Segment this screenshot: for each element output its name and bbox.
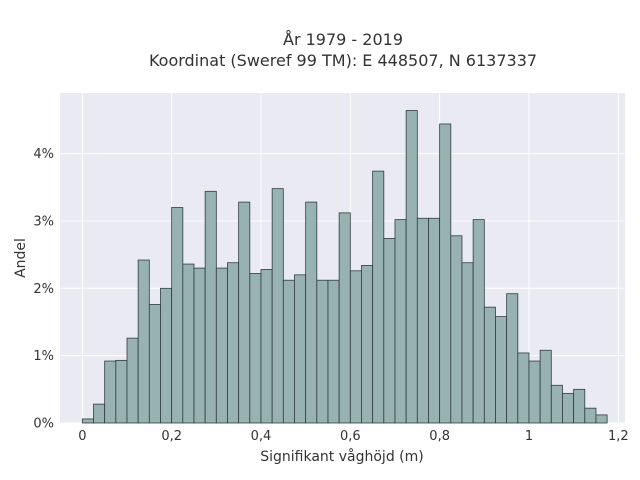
x-axis-label: Signifikant våghöjd (m) (260, 448, 423, 465)
tick-labels: 0 0,2 0,4 0,6 0,8 1 1,2 0% 1% 2% 3% 4% (33, 147, 628, 444)
x-tick-label: 0,4 (251, 429, 272, 444)
histogram-bar (428, 217, 441, 424)
x-tick-label: 0,8 (429, 429, 450, 444)
histogram-bar (584, 407, 597, 424)
y-tick-label: 0% (33, 417, 54, 432)
histogram-bar (171, 207, 184, 424)
y-tick-label: 4% (33, 147, 54, 162)
histogram-bar (472, 219, 485, 424)
x-tick-label: 0,6 (340, 429, 361, 444)
histogram-bar (361, 265, 374, 424)
histogram-bar (115, 359, 128, 424)
histogram-bar (204, 190, 217, 424)
histogram-bar (394, 219, 407, 424)
chart-title-line-1: År 1979 - 2019 (283, 30, 403, 49)
histogram-bar (160, 287, 173, 424)
chart-title-line-2: Koordinat (Sweref 99 TM): E 448507, N 61… (149, 51, 537, 70)
histogram-bar (439, 123, 452, 424)
histogram-bar (193, 267, 206, 424)
x-tick-label: 1 (525, 429, 533, 444)
histogram-bar (238, 201, 251, 424)
x-tick-label: 0 (78, 429, 86, 444)
histogram-bar (249, 273, 262, 424)
histogram-bar (104, 360, 117, 424)
histogram-bar (461, 262, 474, 424)
histogram-bar (349, 270, 362, 424)
histogram-bar (260, 269, 273, 424)
histogram-bar (506, 293, 519, 424)
histogram-bar (562, 392, 575, 424)
histogram-bar (294, 274, 307, 424)
histogram-bar (227, 262, 240, 424)
histogram-bar (528, 360, 541, 424)
histogram-bar (81, 418, 94, 424)
histogram-bar (416, 217, 429, 424)
histogram-bar (215, 267, 228, 424)
y-tick-label: 2% (33, 282, 54, 297)
histogram-bar (338, 212, 351, 424)
x-tick-label: 0,2 (161, 429, 182, 444)
histogram-bar (495, 316, 508, 424)
histogram-bar (126, 337, 139, 424)
histogram-bar (517, 352, 530, 424)
y-axis-label: Andel (13, 238, 29, 278)
histogram-bar (483, 306, 496, 424)
histogram-bar (148, 304, 161, 424)
histogram-bar (93, 403, 106, 424)
histogram-bar (137, 259, 150, 424)
histogram-bar (182, 263, 195, 424)
histogram-bar (450, 235, 463, 424)
histogram-bars (81, 110, 608, 424)
histogram-bar (405, 110, 418, 424)
histogram-bar (271, 188, 284, 424)
histogram-bar (550, 384, 563, 424)
histogram-bar (595, 414, 608, 424)
histogram-bar (282, 279, 295, 424)
histogram-bar (327, 279, 340, 424)
histogram-bar (316, 279, 329, 424)
y-tick-label: 3% (33, 214, 54, 229)
histogram-bar (372, 170, 385, 424)
histogram-bar (305, 201, 318, 424)
histogram-bar (539, 349, 552, 424)
histogram-bar (383, 238, 396, 424)
histogram-bar (573, 388, 586, 424)
x-tick-label: 1,2 (608, 429, 629, 444)
y-tick-label: 1% (33, 349, 54, 364)
